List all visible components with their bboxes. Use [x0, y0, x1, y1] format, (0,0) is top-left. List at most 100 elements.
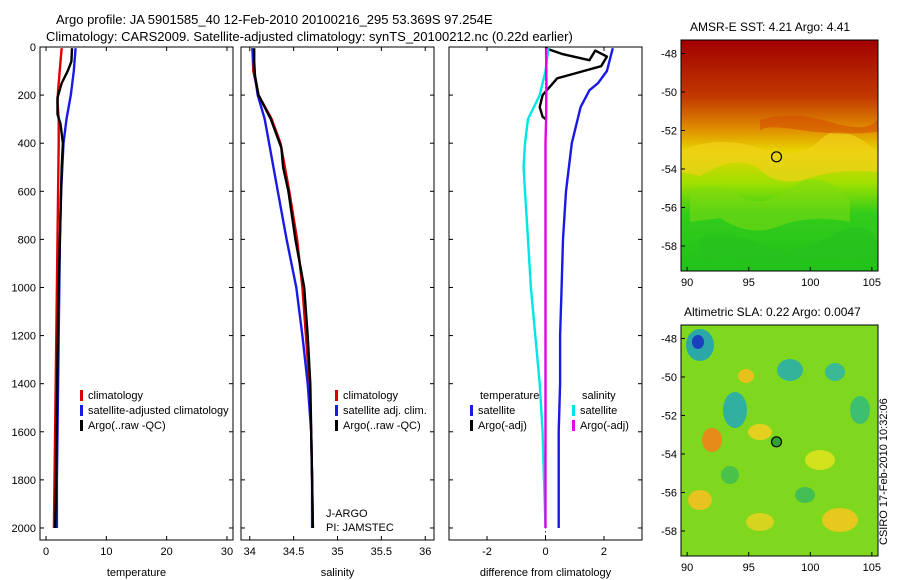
map-x-tick-label: 105	[863, 562, 881, 574]
y-tick-label: 600	[18, 186, 36, 198]
x-axis-label: difference from climatology	[480, 567, 612, 579]
map-y-tick-label: -54	[661, 164, 677, 176]
y-tick-label: 1000	[12, 282, 36, 294]
legend-label: climatology	[343, 390, 399, 402]
map-x-tick-label: 105	[863, 277, 881, 289]
y-tick-label: 0	[30, 42, 36, 54]
sla-argo-marker	[770, 436, 783, 448]
map-y-tick-label: -56	[661, 202, 677, 214]
series-line	[53, 48, 74, 529]
y-tick-label: 1800	[12, 475, 36, 487]
legend-label: satellite-adjusted climatology	[88, 405, 229, 417]
x-tick-label: 0	[542, 546, 548, 558]
panel-frame	[39, 46, 234, 541]
legend-swatch	[335, 420, 338, 431]
y-tick-label: 2000	[12, 523, 36, 535]
legend-label: Argo(-adj)	[478, 420, 527, 432]
legend-swatch	[80, 405, 83, 416]
annotation-text: J-ARGO	[326, 508, 368, 520]
legend-swatch	[80, 420, 83, 431]
legend-label: satellite adj. clim.	[343, 405, 427, 417]
figure-title-line2: Climatology: CARS2009. Satellite-adjuste…	[46, 29, 573, 44]
x-tick-label: 30	[221, 546, 233, 558]
legend-label: Argo(..raw -QC)	[88, 420, 166, 432]
figure-title-line1: Argo profile: JA 5901585_40 12-Feb-2010 …	[56, 12, 493, 27]
legend-swatch	[572, 405, 575, 416]
y-tick-label: 1600	[12, 427, 36, 439]
series-line	[557, 47, 614, 528]
legend-swatch	[470, 420, 473, 431]
sla-map-title: Altimetric SLA: 0.22 Argo: 0.0047	[684, 305, 861, 319]
map-y-tick-label: -56	[661, 487, 677, 499]
x-tick-label: -2	[482, 546, 492, 558]
legend-label: salinity	[582, 390, 616, 402]
series-line	[253, 48, 315, 529]
series-group	[52, 48, 77, 529]
x-axis-label: salinity	[321, 567, 355, 579]
map-x-tick-label: 100	[801, 562, 819, 574]
map-y-tick-label: -50	[661, 87, 677, 99]
series-group	[522, 47, 614, 529]
x-tick-label: 0	[43, 546, 49, 558]
annotation-text: PI: JAMSTEC	[326, 522, 394, 534]
y-tick-label: 1200	[12, 331, 36, 343]
legend-swatch	[335, 405, 338, 416]
series-line	[52, 48, 63, 529]
map-y-tick-label: -52	[661, 125, 677, 137]
map-y-tick-label: -58	[661, 241, 677, 253]
sst-map: AMSR-E SST: 4.21 Argo: 4.41 90 95 100 105 -4…	[661, 20, 881, 289]
map-y-tick-label: -54	[661, 449, 677, 461]
series-line	[544, 48, 548, 528]
sla-map-patches	[686, 329, 870, 532]
map-y-tick-label: -48	[661, 48, 677, 60]
x-tick-label: 36	[419, 546, 431, 558]
legend-label: climatology	[88, 390, 144, 402]
sst-map-frame	[680, 39, 879, 272]
map-y-tick-label: -58	[661, 526, 677, 538]
y-tick-label: 400	[18, 138, 36, 150]
map-x-tick-label: 90	[681, 562, 693, 574]
sla-map-axes: 90 95 100 105 -48 -50 -52 -54 -56 -58	[661, 333, 881, 574]
panel-frame	[240, 46, 435, 541]
map-x-tick-label: 95	[743, 277, 755, 289]
y-tick-label: 1400	[12, 379, 36, 391]
legend-label: satellite	[580, 405, 617, 417]
map-y-tick-label: -50	[661, 372, 677, 384]
y-tick-label: 200	[18, 90, 36, 102]
map-x-tick-label: 100	[801, 277, 819, 289]
legend-swatch	[80, 390, 83, 401]
sst-map-axes: 90 95 100 105 -48 -50 -52 -54 -56 -58	[661, 48, 881, 289]
x-tick-label: 35.5	[371, 546, 392, 558]
series-line	[538, 47, 609, 121]
legend-label: Argo(..raw -QC)	[343, 420, 421, 432]
x-tick-label: 34	[244, 546, 256, 558]
series-line	[522, 48, 550, 529]
legend-swatch	[572, 420, 575, 431]
x-tick-label: 35	[331, 546, 343, 558]
map-x-tick-label: 95	[743, 562, 755, 574]
profile-panel-3: -2 0 2 difference from climatology temperatu…	[448, 46, 643, 579]
legend-label: Argo(-adj)	[580, 420, 629, 432]
sst-map-patches	[681, 115, 878, 264]
sla-map: Altimetric SLA: 0.22 Argo: 0.0047 90 95 10…	[661, 305, 881, 574]
map-y-tick-label: -48	[661, 333, 677, 345]
legend-label: satellite	[478, 405, 515, 417]
profile-panel-1: 0 200 400 600 800 1000 1200 1400 1600 1800 2000 0 10…	[12, 42, 234, 579]
x-tick-label: 20	[161, 546, 173, 558]
timestamp-stamp: CSIRO 17-Feb-2010 10:32:06	[878, 398, 890, 545]
sst-argo-marker	[770, 151, 783, 163]
sst-map-title: AMSR-E SST: 4.21 Argo: 4.41	[690, 20, 850, 34]
map-x-tick-label: 90	[681, 277, 693, 289]
legend-swatch	[335, 390, 338, 401]
x-axis-label: temperature	[107, 567, 166, 579]
map-y-tick-label: -52	[661, 410, 677, 422]
x-tick-label: 10	[100, 546, 112, 558]
x-tick-label: 2	[601, 546, 607, 558]
profile-panel-2: 34 34.5 35 35.5 36 salinity climatology satelli…	[240, 46, 435, 579]
series-group	[251, 48, 315, 529]
sla-map-frame	[680, 324, 879, 557]
legend-swatch	[470, 405, 473, 416]
legend-label: temperature	[480, 390, 539, 402]
